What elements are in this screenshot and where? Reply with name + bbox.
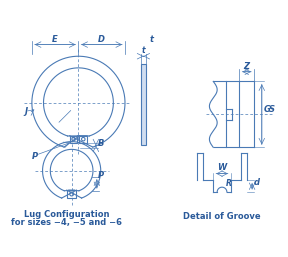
Text: for sizes −4, −5 and −6: for sizes −4, −5 and −6 xyxy=(11,218,122,227)
Text: B: B xyxy=(98,139,104,148)
Text: D: D xyxy=(98,35,105,44)
Text: d: d xyxy=(254,178,260,187)
Text: S: S xyxy=(269,105,274,114)
Bar xyxy=(141,64,146,144)
Text: G: G xyxy=(264,105,271,114)
Text: R: R xyxy=(226,179,232,188)
Text: P: P xyxy=(98,171,104,180)
Text: Detail of Groove: Detail of Groove xyxy=(183,212,261,221)
Text: Z: Z xyxy=(244,62,250,71)
Text: P: P xyxy=(32,152,38,161)
Bar xyxy=(70,136,77,143)
Bar xyxy=(67,190,77,198)
Text: J: J xyxy=(24,107,27,116)
Text: E: E xyxy=(52,35,58,44)
Bar xyxy=(79,136,87,143)
Text: Lug Configuration: Lug Configuration xyxy=(24,210,109,219)
Text: t: t xyxy=(142,46,145,55)
Text: W: W xyxy=(217,163,227,172)
Text: t: t xyxy=(149,35,153,44)
